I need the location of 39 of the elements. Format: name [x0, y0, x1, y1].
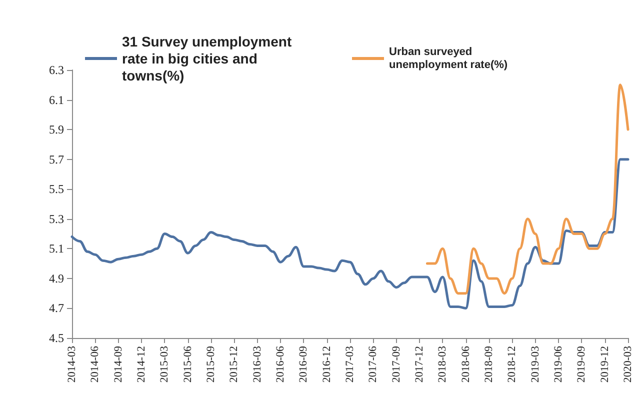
x-tick-label: 2019-09 [576, 346, 588, 383]
x-tick-label: 2017-06 [367, 346, 380, 383]
x-tick-label: 2016-06 [274, 346, 286, 383]
x-tick-label: 2014-03 [66, 346, 78, 383]
x-tick-label: 2016-09 [298, 346, 310, 383]
x-tick-label: 2018-03 [436, 346, 449, 383]
x-tick-label: 2017-09 [390, 346, 402, 383]
x-tick-label: 2016-03 [251, 346, 264, 383]
x-tick-label: 2017-12 [414, 346, 426, 383]
x-tick-label: 2019-03 [529, 346, 542, 383]
y-tick-label: 4.5 [49, 331, 64, 345]
legend-label: 31 Survey unemployment rate in big cities and towns(%) [122, 34, 296, 84]
line-series [70, 158, 630, 310]
y-tick-label: 5.1 [49, 242, 64, 256]
x-tick-label: 2014-06 [89, 346, 102, 383]
x-tick-label: 2016-12 [320, 346, 333, 383]
x-tick-label: 2020-03 [622, 346, 634, 383]
x-tick-label: 2017-03 [344, 346, 356, 383]
x-tick-label: 2019-06 [552, 346, 564, 383]
x-tick-label: 2014-12 [136, 346, 148, 383]
y-tick-label: 6.3 [49, 63, 64, 77]
x-tick-label: 2015-06 [182, 346, 194, 383]
x-tick-label: 2019-12 [598, 346, 611, 383]
x-tick-label: 2015-09 [205, 346, 217, 383]
y-tick-label: 5.5 [49, 182, 64, 196]
y-tick-label: 5.3 [49, 212, 64, 226]
y-tick-label: 5.7 [49, 152, 64, 166]
y-tick-label: 4.9 [49, 271, 64, 286]
line-series [426, 84, 630, 295]
x-tick-label: 2015-12 [228, 346, 240, 383]
x-tick-label: 2018-06 [460, 346, 472, 383]
x-tick-label: 2015-03 [158, 346, 171, 383]
y-tick-label: 4.7 [49, 301, 64, 316]
x-tick-label: 2018-09 [483, 346, 495, 383]
y-tick-label: 6.1 [49, 92, 64, 107]
legend-label: Urban surveyed unemployment rate(%) [389, 46, 508, 71]
x-tick-label: 2018-12 [506, 346, 518, 383]
y-tick-label: 5.9 [49, 122, 64, 137]
x-tick-label: 2014-09 [112, 346, 124, 383]
